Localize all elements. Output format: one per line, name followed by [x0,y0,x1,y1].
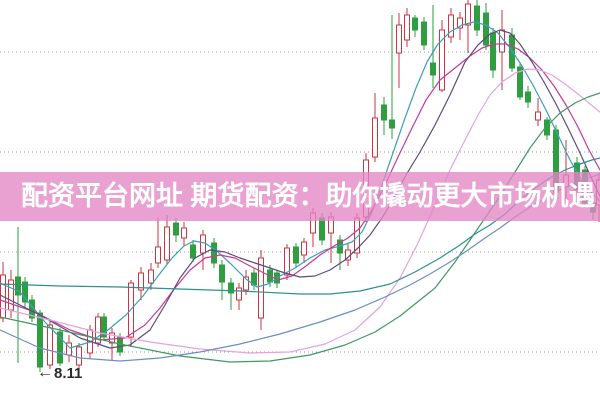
left-arrow-icon: ← [37,364,53,381]
candle-down [101,316,107,338]
candle-up [535,111,541,121]
candle-down [173,222,179,236]
candle-down [211,242,217,264]
candle-down [525,91,531,103]
candle-down [15,276,21,296]
candle-down [190,244,196,259]
candle-up [8,279,14,311]
candle-down [483,12,489,46]
candle-up [465,3,471,26]
candle-down [412,17,418,31]
candle-down [57,331,63,364]
candle-up [301,241,307,256]
candle-up [243,276,249,291]
candle-down [517,66,523,98]
candle-up [200,234,206,254]
candle-down [319,217,325,241]
candle-down [389,119,395,129]
candle-up [439,29,445,91]
candle-up [155,246,161,264]
low-price-value: 8.11 [54,364,83,382]
candle-down [37,312,43,368]
ad-banner: 配资平台网址 期货配资：助你撬动更大市场机遇 [0,172,600,221]
ma-green [0,92,600,363]
candle-down [430,62,436,76]
candle-up [396,24,402,54]
candle-up [109,332,115,344]
candle-up [258,257,264,319]
candle-up [404,14,410,41]
candle-down [421,21,427,46]
candle-up [181,227,187,239]
candle-up [457,17,463,29]
candle-up [95,316,101,344]
candle-up [372,117,378,158]
candle-up [138,272,144,291]
candle-down [293,246,299,264]
ma-fast-cyan [0,21,600,349]
ad-banner-text: 配资平台网址 期货配资：助你撬动更大市场机遇 [21,181,596,211]
ma-purple [0,29,600,349]
candle-up [148,269,154,284]
ma-magenta [0,43,600,341]
candle-down [381,104,387,121]
candle-up [76,346,82,366]
low-price-marker: ← 8.11 [37,364,82,382]
candle-up [47,324,53,366]
candle-down [22,281,28,303]
candle-down [490,32,496,71]
candle-up [236,287,242,301]
candle-up [284,247,290,276]
candle-down [474,5,480,31]
candle-down [228,282,234,294]
candle-up [164,226,170,261]
candle-up [448,14,454,38]
candle-down [544,119,550,136]
candle-down [219,264,225,283]
